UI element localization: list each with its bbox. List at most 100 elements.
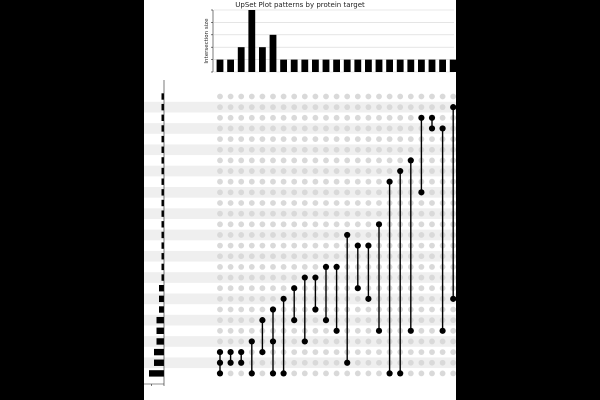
matrix-dot-empty — [291, 221, 298, 228]
set-size-bars — [149, 93, 164, 377]
matrix-dot-filled — [291, 285, 298, 292]
matrix-dot-empty — [418, 210, 425, 217]
intersection-bar — [439, 59, 446, 72]
matrix-dot-empty — [301, 93, 308, 100]
intersection-bar — [333, 59, 340, 72]
matrix-dot-empty — [365, 359, 372, 366]
matrix-dot-empty — [217, 264, 223, 270]
matrix-dot-empty — [418, 264, 425, 270]
matrix-dot-empty — [439, 114, 446, 121]
matrix-dot-empty — [333, 178, 340, 185]
matrix-dot-empty — [344, 146, 351, 153]
matrix-dot-empty — [397, 125, 404, 132]
set-size-bar — [156, 338, 164, 345]
matrix-dot-filled — [418, 114, 425, 121]
matrix-dot-filled — [280, 370, 287, 377]
matrix-dot-empty — [365, 189, 372, 196]
matrix-dot-empty — [238, 189, 245, 196]
matrix-dot-empty — [259, 370, 266, 377]
matrix-dot-empty — [323, 200, 329, 206]
matrix-dot-empty — [429, 274, 435, 281]
matrix-dot-empty — [386, 157, 393, 164]
matrix-dot-empty — [238, 285, 245, 292]
matrix-dot-empty — [333, 349, 340, 355]
matrix-dot-empty — [291, 136, 298, 143]
matrix-dot-empty — [397, 146, 404, 153]
matrix-dot-filled — [238, 349, 245, 356]
matrix-dot-empty — [280, 136, 287, 143]
matrix-dot-filled — [365, 242, 372, 249]
matrix-dot-empty — [259, 146, 266, 153]
matrix-dot-filled — [428, 125, 436, 132]
matrix-dot-empty — [291, 327, 298, 334]
matrix-dot-filled — [312, 274, 319, 281]
matrix-dot-empty — [217, 125, 223, 132]
matrix-dot-empty — [270, 104, 276, 111]
matrix-dot-empty — [376, 157, 382, 164]
matrix-dot-empty — [312, 136, 319, 143]
matrix-dot-empty — [407, 104, 414, 111]
row-stripe — [144, 293, 456, 305]
set-size-bar — [154, 359, 164, 366]
matrix-dot-empty — [376, 114, 382, 121]
matrix-dot-empty — [280, 264, 287, 270]
matrix-dot-empty — [227, 104, 234, 111]
matrix-dot-empty — [450, 349, 456, 355]
matrix-dot-empty — [291, 264, 298, 270]
matrix-dot-empty — [248, 253, 255, 260]
matrix-dot-empty — [280, 114, 287, 121]
matrix-dot-empty — [354, 189, 361, 196]
matrix-dot-empty — [270, 114, 276, 121]
matrix-dot-empty — [407, 370, 414, 377]
matrix-dot-empty — [227, 136, 234, 143]
matrix-dot-empty — [312, 146, 319, 153]
matrix-dot-filled — [269, 306, 277, 313]
set-size-bar — [161, 93, 164, 100]
matrix-dot-filled — [344, 359, 351, 366]
matrix-dot-empty — [238, 146, 245, 153]
matrix-dot-empty — [354, 178, 361, 185]
matrix-dot-filled — [397, 167, 404, 175]
matrix-dot-empty — [418, 359, 425, 366]
y-axis-label: Intersection size — [204, 18, 210, 64]
matrix-dot-empty — [323, 338, 329, 345]
intersection-bar — [322, 59, 330, 72]
matrix-dot-empty — [323, 93, 329, 100]
matrix-dot-empty — [227, 338, 234, 345]
matrix-dot-empty — [354, 200, 361, 206]
intersection-bar — [259, 47, 266, 72]
matrix-dot-empty — [323, 210, 329, 217]
matrix-dot-empty — [386, 136, 393, 143]
matrix-dot-empty — [323, 136, 329, 143]
matrix-dot-empty — [354, 136, 361, 143]
matrix-dot-empty — [323, 359, 329, 366]
matrix-dot-empty — [429, 200, 435, 206]
matrix-dot-filled — [333, 263, 340, 270]
matrix-dot-empty — [323, 349, 329, 355]
set-size-bar — [159, 285, 164, 292]
intersection-bar — [301, 59, 309, 72]
matrix-dot-empty — [429, 327, 435, 334]
matrix-dot-empty — [259, 306, 266, 313]
matrix-dot-empty — [259, 221, 266, 228]
matrix-dot-empty — [344, 157, 351, 164]
matrix-dot-empty — [376, 210, 382, 217]
matrix-dot-empty — [323, 253, 329, 260]
matrix-dot-empty — [450, 93, 456, 100]
matrix-dot-empty — [344, 200, 351, 206]
matrix-dot-empty — [259, 359, 266, 366]
set-size-bar — [161, 199, 164, 207]
matrix-dot-empty — [301, 157, 308, 164]
matrix-dot-empty — [344, 178, 351, 185]
row-stripe — [144, 123, 456, 134]
matrix-dot-empty — [227, 274, 234, 281]
matrix-dot-empty — [333, 242, 340, 249]
matrix-dot-empty — [323, 168, 329, 174]
matrix-dot-empty — [333, 136, 340, 143]
intersection-bar — [227, 59, 234, 72]
matrix-dot-empty — [270, 221, 276, 228]
matrix-dot-empty — [280, 242, 287, 249]
set-size-bar — [161, 125, 164, 132]
matrix-dot-empty — [227, 232, 234, 238]
intersection-bar — [418, 59, 425, 72]
